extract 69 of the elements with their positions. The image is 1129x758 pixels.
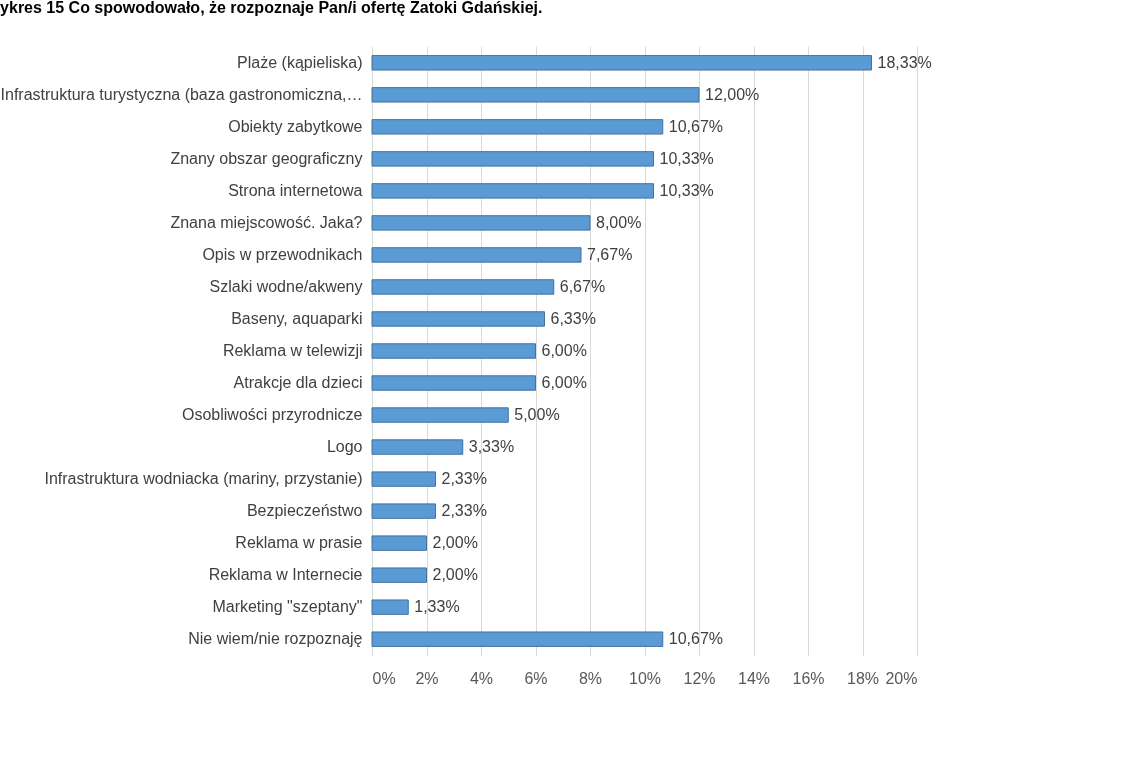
y-tick-label: Znany obszar geograficzny bbox=[170, 149, 363, 167]
bar bbox=[371, 55, 872, 71]
x-tick-label: 16% bbox=[792, 669, 825, 687]
x-tick-label: 18% bbox=[846, 669, 880, 687]
y-tick-label: Infrastruktura wodniacka (mariny, przystanie) bbox=[44, 470, 363, 488]
data-label: 3,33% bbox=[468, 438, 515, 456]
bar bbox=[371, 215, 591, 231]
data-label: 2,00% bbox=[432, 566, 478, 584]
data-label: 10,33% bbox=[659, 149, 714, 167]
x-tick-label: 14% bbox=[737, 669, 771, 687]
y-tick-label: Strona internetowa bbox=[228, 181, 363, 199]
bar bbox=[371, 311, 545, 327]
y-tick-label: Reklama w Internecie bbox=[208, 566, 363, 584]
y-tick-label: Infrastruktura turystyczna (baza gastronomiczna,… bbox=[0, 85, 363, 103]
data-label: 2,00% bbox=[432, 534, 478, 552]
y-tick-label: Znana miejscowość. Jaka? bbox=[170, 213, 363, 231]
data-label: 1,33% bbox=[414, 598, 460, 616]
data-label: 6,00% bbox=[541, 374, 587, 392]
x-tick-label: 0% bbox=[372, 669, 396, 687]
bar bbox=[371, 279, 555, 295]
data-label: 5,00% bbox=[514, 406, 560, 424]
y-tick-label: Opis w przewodnikach bbox=[202, 245, 363, 263]
x-tick-label: 10% bbox=[628, 669, 662, 687]
y-tick-label: Osobliwości przyrodnicze bbox=[181, 406, 363, 424]
data-label: 10,67% bbox=[668, 630, 724, 648]
bar bbox=[371, 599, 409, 615]
data-label: 2,33% bbox=[441, 502, 487, 520]
y-tick-label: Atrakcje dla dzieci bbox=[233, 374, 363, 392]
bar bbox=[371, 471, 436, 487]
y-tick-label: Bezpieczeństwo bbox=[246, 502, 363, 520]
y-tick-label: Marketing "szeptany" bbox=[212, 598, 363, 616]
data-label: 8,00% bbox=[596, 213, 642, 231]
x-tick-label: 6% bbox=[524, 669, 548, 687]
x-tick-label: 20% bbox=[885, 669, 918, 687]
bar bbox=[371, 343, 536, 359]
bar bbox=[371, 375, 536, 391]
y-tick-label: Nie wiem/nie rozpoznaję bbox=[188, 630, 363, 648]
bar bbox=[371, 439, 464, 455]
x-tick-label: 2% bbox=[415, 669, 439, 687]
bar bbox=[371, 87, 700, 103]
data-label: 10,33% bbox=[659, 181, 714, 199]
x-tick-label: 8% bbox=[578, 669, 603, 687]
data-label: 7,67% bbox=[587, 245, 633, 263]
data-label: 6,33% bbox=[550, 309, 596, 327]
data-label: 6,67% bbox=[559, 277, 606, 295]
data-label: 2,33% bbox=[441, 470, 487, 488]
bar bbox=[371, 119, 664, 135]
data-label: 18,33% bbox=[877, 53, 932, 71]
x-tick-label: 12% bbox=[683, 669, 716, 687]
bar bbox=[371, 407, 509, 423]
y-tick-label: Plaże (kąpieliska) bbox=[237, 53, 363, 71]
bar bbox=[371, 567, 427, 583]
y-tick-label: Obiekty zabytkowe bbox=[228, 117, 363, 135]
data-label: 12,00% bbox=[705, 85, 760, 103]
y-tick-label: Logo bbox=[326, 438, 363, 456]
y-tick-label: Szlaki wodne/akweny bbox=[209, 277, 363, 295]
bar bbox=[371, 631, 664, 647]
bar bbox=[371, 503, 436, 519]
data-label: 10,67% bbox=[668, 117, 724, 135]
y-tick-label: Reklama w telewizji bbox=[222, 342, 363, 359]
y-tick-label: Reklama w prasie bbox=[235, 534, 363, 552]
data-label: 6,00% bbox=[541, 342, 587, 359]
bar bbox=[371, 183, 654, 199]
chart-title: ykres 15 Co spowodowało, że rozpoznaje Pan/i ofertę Zatoki Gdańskiej. bbox=[0, 0, 543, 16]
bar bbox=[371, 247, 582, 263]
x-tick-label: 4% bbox=[469, 669, 494, 687]
bar bbox=[371, 151, 654, 167]
bar bbox=[371, 535, 427, 551]
y-tick-label: Baseny, aquaparki bbox=[231, 309, 363, 327]
